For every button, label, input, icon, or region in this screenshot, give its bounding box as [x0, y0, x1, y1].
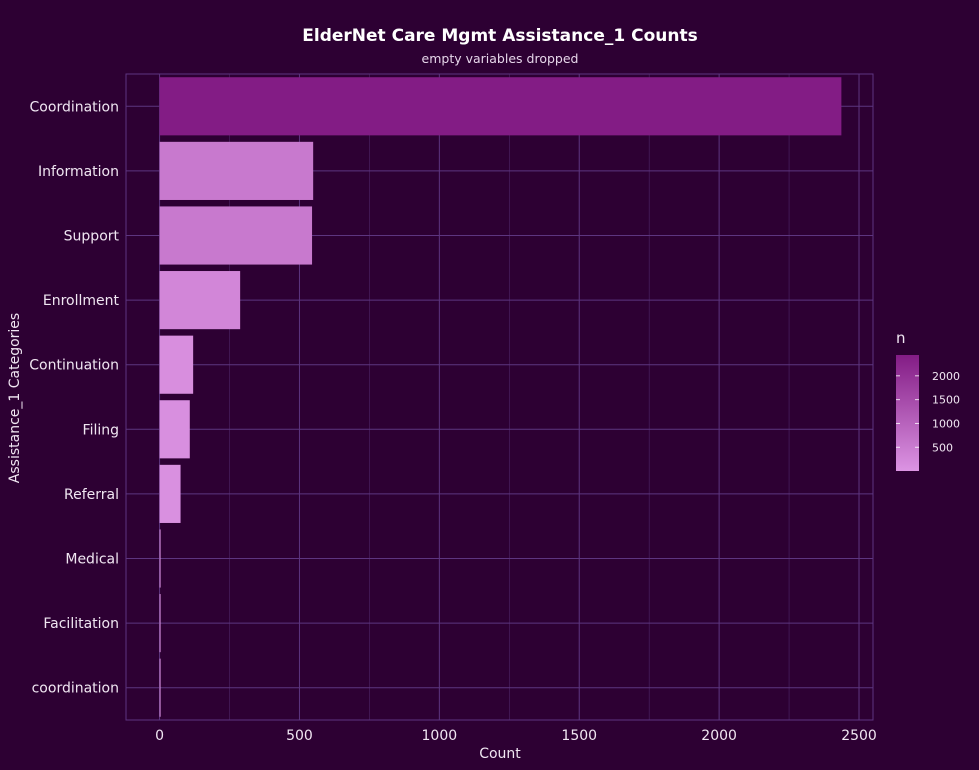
x-tick-label: 1500	[561, 728, 597, 744]
bar	[159, 464, 181, 523]
x-tick-label: 0	[155, 728, 164, 744]
bar	[159, 658, 161, 717]
legend-colorbar	[896, 355, 919, 471]
bars	[159, 77, 842, 717]
x-tick-label: 2500	[841, 728, 877, 744]
bar	[159, 206, 313, 265]
x-axis-title: Count	[479, 746, 521, 762]
y-tick-label: Support	[64, 229, 120, 245]
bar	[159, 141, 314, 200]
y-tick-label: Referral	[64, 487, 119, 503]
chart-subtitle: empty variables dropped	[422, 51, 579, 66]
x-tick-label: 500	[286, 728, 313, 744]
y-tick-label: Facilitation	[43, 616, 119, 632]
legend-tick-label: 500	[932, 441, 953, 454]
y-tick-label: Enrollment	[43, 293, 120, 309]
y-tick-label: Filing	[83, 422, 119, 438]
plot-panel-border	[125, 73, 874, 721]
y-axis-title: Assistance_1 Categories	[7, 313, 23, 483]
legend-title: n	[896, 329, 906, 347]
x-tick-label: 1000	[422, 728, 458, 744]
y-tick-label: Information	[38, 164, 119, 180]
y-tick-label: Medical	[65, 552, 119, 568]
y-tick-label: Coordination	[30, 99, 119, 115]
legend-tick-label: 1000	[932, 417, 960, 430]
bar	[159, 529, 161, 588]
bar	[159, 594, 161, 653]
y-tick-label: Continuation	[29, 358, 119, 374]
legend-tick-label: 1500	[932, 394, 960, 407]
legend: n 500 1000 1500 2000	[896, 329, 960, 471]
bar	[159, 400, 190, 459]
legend-ticks: 500 1000 1500 2000	[896, 370, 960, 454]
bar	[159, 77, 842, 136]
legend-tick-label: 2000	[932, 370, 960, 383]
bar	[159, 271, 241, 330]
y-tick-label: coordination	[32, 681, 119, 697]
x-tick-label: 2000	[701, 728, 737, 744]
y-axis-ticks: Coordination Information Support Enrollment…	[29, 99, 119, 696]
chart-title: ElderNet Care Mgmt Assistance_1 Counts	[302, 26, 697, 46]
bar	[159, 335, 194, 394]
x-axis-ticks: 0 500 1000 1500 2000 2500	[155, 728, 877, 744]
